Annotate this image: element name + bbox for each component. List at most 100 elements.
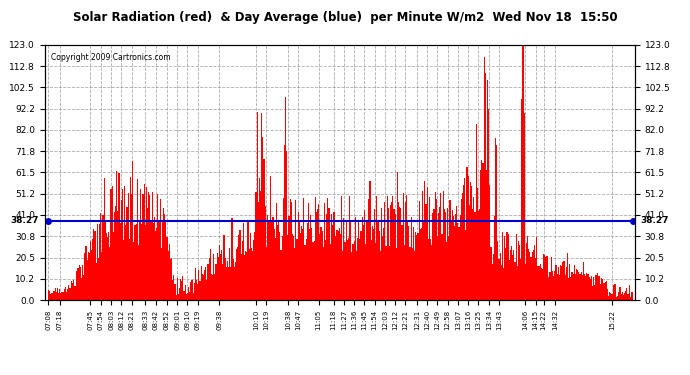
Bar — [236, 249, 237, 300]
Bar — [358, 222, 359, 300]
Bar — [266, 248, 267, 300]
Bar — [267, 216, 268, 300]
Bar — [301, 226, 302, 300]
Bar — [600, 284, 601, 300]
Bar — [220, 254, 221, 300]
Bar — [192, 280, 193, 300]
Bar — [491, 264, 493, 300]
Bar — [390, 205, 391, 300]
Bar — [362, 217, 363, 300]
Bar — [513, 250, 515, 300]
Bar — [590, 279, 591, 300]
Bar — [276, 203, 277, 300]
Bar — [170, 259, 171, 300]
Text: 38.27: 38.27 — [641, 216, 669, 225]
Bar — [599, 276, 600, 300]
Bar — [446, 242, 447, 300]
Bar — [98, 258, 99, 300]
Bar — [616, 297, 617, 300]
Bar — [199, 281, 201, 300]
Bar — [248, 249, 250, 300]
Bar — [154, 217, 155, 300]
Bar — [346, 240, 348, 300]
Bar — [610, 292, 611, 300]
Bar — [485, 74, 486, 300]
Bar — [278, 220, 279, 300]
Bar — [86, 260, 88, 300]
Bar — [246, 252, 248, 300]
Bar — [196, 280, 197, 300]
Bar — [275, 237, 276, 300]
Bar — [421, 228, 422, 300]
Bar — [124, 186, 126, 300]
Bar — [197, 284, 198, 300]
Bar — [82, 266, 83, 300]
Bar — [552, 271, 553, 300]
Bar — [399, 207, 400, 300]
Bar — [229, 248, 230, 300]
Bar — [179, 288, 180, 300]
Bar — [546, 256, 547, 300]
Bar — [210, 249, 211, 300]
Bar — [542, 269, 543, 300]
Bar — [487, 80, 488, 300]
Bar — [114, 212, 115, 300]
Bar — [470, 182, 471, 300]
Bar — [447, 208, 448, 300]
Bar — [551, 256, 552, 300]
Bar — [135, 224, 137, 300]
Bar — [463, 185, 464, 300]
Bar — [264, 206, 266, 300]
Bar — [53, 291, 55, 300]
Bar — [186, 294, 187, 300]
Bar — [583, 262, 584, 300]
Bar — [104, 178, 105, 300]
Bar — [123, 240, 124, 300]
Bar — [527, 236, 528, 300]
Bar — [68, 285, 70, 300]
Bar — [577, 270, 578, 300]
Bar — [480, 171, 482, 300]
Bar — [70, 281, 72, 300]
Bar — [531, 252, 533, 300]
Bar — [88, 252, 89, 300]
Bar — [473, 196, 475, 300]
Bar — [146, 187, 147, 300]
Bar — [184, 291, 185, 300]
Bar — [495, 138, 496, 300]
Bar — [382, 237, 383, 300]
Bar — [117, 211, 119, 300]
Bar — [48, 290, 49, 300]
Bar — [519, 245, 520, 300]
Bar — [618, 292, 620, 300]
Bar — [61, 292, 63, 300]
Bar — [348, 238, 349, 300]
Bar — [159, 199, 161, 300]
Bar — [400, 209, 402, 300]
Bar — [464, 178, 465, 300]
Bar — [57, 288, 58, 300]
Bar — [149, 195, 150, 300]
Bar — [317, 209, 318, 300]
Bar — [109, 246, 110, 300]
Bar — [602, 279, 604, 300]
Bar — [215, 264, 217, 300]
Bar — [261, 112, 262, 300]
Bar — [630, 297, 631, 300]
Bar — [598, 276, 599, 300]
Bar — [163, 208, 164, 300]
Bar — [456, 206, 457, 300]
Bar — [302, 230, 304, 300]
Bar — [250, 234, 251, 300]
Bar — [107, 237, 108, 300]
Bar — [509, 260, 510, 300]
Bar — [356, 251, 357, 300]
Bar — [133, 242, 135, 300]
Bar — [255, 192, 257, 300]
Bar — [536, 237, 538, 300]
Bar — [422, 191, 423, 300]
Bar — [469, 205, 470, 300]
Bar — [74, 286, 75, 300]
Bar — [555, 265, 557, 300]
Bar — [332, 225, 333, 300]
